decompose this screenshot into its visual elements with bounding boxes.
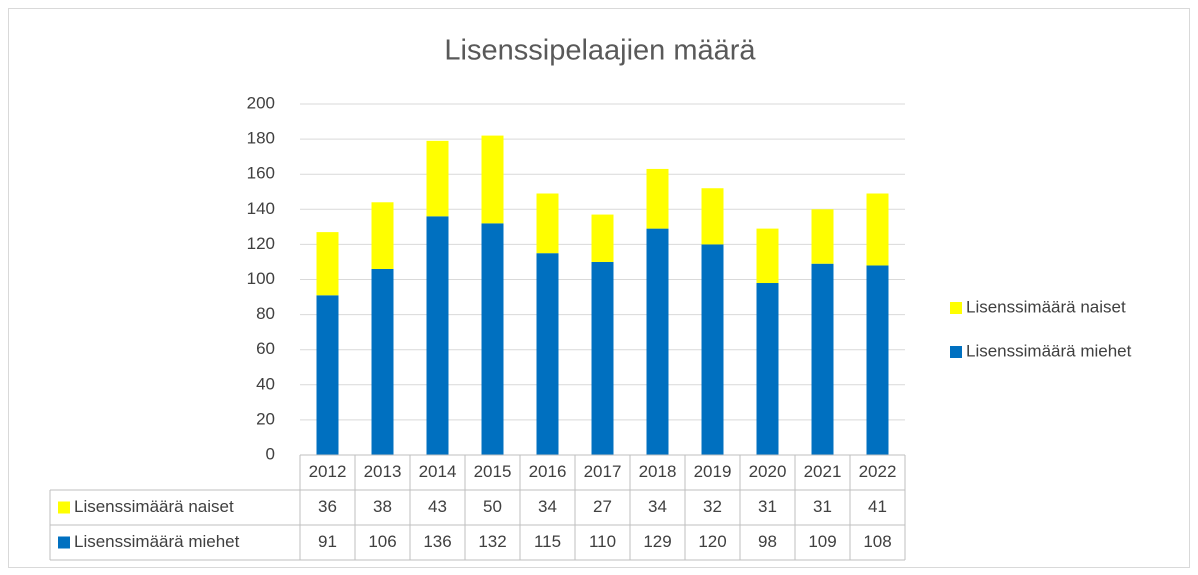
x-tick-label: 2016: [529, 462, 567, 481]
table-value: 31: [813, 497, 832, 516]
table-value: 41: [868, 497, 887, 516]
y-tick-label: 140: [247, 199, 275, 218]
table-value: 108: [863, 532, 891, 551]
table-value: 136: [423, 532, 451, 551]
y-tick-label: 120: [247, 234, 275, 253]
bar-segment: [646, 228, 669, 455]
x-tick-label: 2013: [364, 462, 402, 481]
y-tick-label: 80: [256, 304, 275, 323]
table-value: 36: [318, 497, 337, 516]
x-tick-label: 2021: [804, 462, 842, 481]
table-value: 32: [703, 497, 722, 516]
bar-segment: [756, 283, 779, 455]
table-value: 31: [758, 497, 777, 516]
x-tick-label: 2015: [474, 462, 512, 481]
chart-title: Lisenssipelaajien määrä: [444, 35, 756, 67]
x-tick-label: 2012: [309, 462, 347, 481]
table-value: 43: [428, 497, 447, 516]
table-value: 110: [589, 532, 616, 551]
bar-segment: [701, 244, 724, 455]
x-tick-label: 2017: [584, 462, 622, 481]
table-value: 109: [808, 532, 836, 551]
bar-segment: [481, 135, 504, 224]
bar-segment: [591, 261, 614, 455]
bar-segment: [481, 223, 504, 455]
bar-segment: [316, 295, 339, 455]
table-legend-key: [58, 501, 70, 514]
bar-segment: [866, 193, 889, 266]
legend-label: Lisenssimäärä naiset: [966, 297, 1126, 316]
table-legend-key: [58, 536, 70, 549]
legend-label: Lisenssimäärä miehet: [966, 341, 1132, 360]
bar-segment: [536, 193, 559, 254]
y-tick-label: 200: [247, 93, 275, 112]
x-tick-label: 2019: [694, 462, 732, 481]
y-tick-label: 160: [247, 164, 275, 183]
table-value: 98: [758, 532, 777, 551]
bar-segment: [756, 228, 779, 284]
table-value: 129: [643, 532, 671, 551]
table-value: 27: [593, 497, 612, 516]
bar-segment: [426, 140, 449, 217]
x-tick-label: 2014: [419, 462, 457, 481]
bar-segment: [426, 216, 449, 455]
table-row-label: Lisenssimäärä miehet: [74, 532, 240, 551]
legend-key: [950, 346, 962, 358]
bar-segment: [536, 253, 559, 455]
bar-segment: [701, 188, 724, 245]
bar-segment: [866, 265, 889, 455]
y-tick-label: 20: [256, 409, 275, 428]
table-value: 50: [483, 497, 502, 516]
table-value: 91: [318, 532, 337, 551]
table-value: 34: [648, 497, 667, 516]
y-tick-label: 60: [256, 339, 275, 358]
y-tick-label: 40: [256, 374, 275, 393]
bar-segment: [646, 168, 669, 229]
bar-segment: [811, 263, 834, 455]
table-row-label: Lisenssimäärä naiset: [74, 497, 234, 516]
bar-segment: [316, 232, 339, 296]
bar-segment: [811, 209, 834, 264]
table-value: 120: [698, 532, 726, 551]
x-tick-label: 2020: [749, 462, 787, 481]
table-value: 38: [373, 497, 392, 516]
legend-key: [950, 302, 962, 314]
table-value: 34: [538, 497, 557, 516]
y-tick-label: 180: [247, 129, 275, 148]
table-value: 106: [368, 532, 396, 551]
table-value: 115: [534, 532, 561, 551]
table-value: 132: [478, 532, 506, 551]
bar-segment: [591, 214, 614, 262]
bar-segment: [371, 268, 394, 455]
bar-segment: [371, 202, 394, 269]
x-tick-label: 2018: [639, 462, 677, 481]
y-tick-label: 100: [247, 269, 275, 288]
x-tick-label: 2022: [859, 462, 897, 481]
y-tick-label: 0: [266, 444, 275, 463]
